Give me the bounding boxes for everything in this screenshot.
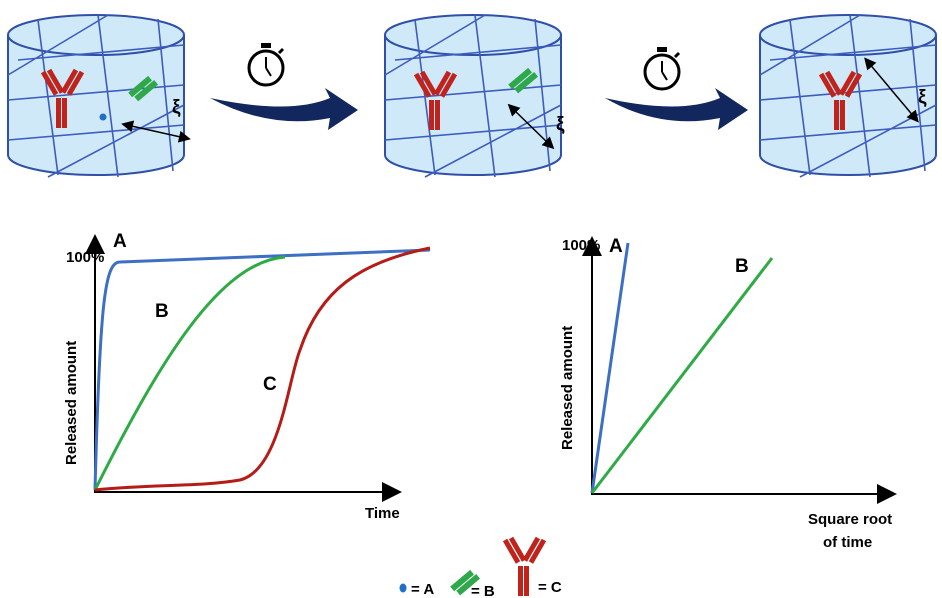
curve-label: B xyxy=(155,301,169,322)
figure: ξ ξ ξ 100% A B C Released amount Time 10… xyxy=(0,0,942,598)
legend-entry: = C xyxy=(538,579,562,596)
curve-label: C xyxy=(263,374,277,395)
curve-label: A xyxy=(113,231,127,252)
right-plot: 100% A B Released amount Square root of … xyxy=(559,236,893,551)
xi: ξ xyxy=(556,114,565,135)
y-axis-label: Released amount xyxy=(559,326,576,450)
legend: = A = B = C xyxy=(400,537,562,598)
y-axis-label: Released amount xyxy=(63,341,80,465)
y-max-label: 100% xyxy=(66,249,104,266)
xi: ξ xyxy=(172,97,181,118)
left-plot: 100% A B C Released amount Time xyxy=(63,231,430,522)
legend-entry: = A xyxy=(411,581,434,598)
curve-label: B xyxy=(735,256,749,277)
legend-entry: = B xyxy=(471,583,495,598)
x-axis-label: Square root xyxy=(808,511,892,528)
xi: ξ xyxy=(918,87,927,108)
curve-label: A xyxy=(609,236,623,257)
y-max-label: 100% xyxy=(562,237,600,254)
x-axis-label: Time xyxy=(365,505,400,522)
x-axis-label: of time xyxy=(823,534,872,551)
scene: ξ ξ ξ xyxy=(8,15,936,177)
